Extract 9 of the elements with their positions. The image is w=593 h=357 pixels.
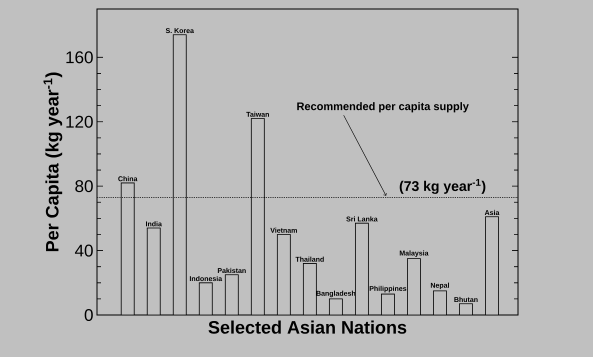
y-tick-label: 0 [84,308,93,322]
annotation: Recommended per capita supply [297,102,469,112]
y-axis-title: Per Capita (kg year$^{-1}$) [44,72,62,252]
y-tick-label: 160 [66,51,93,64]
y-tick-label: 40 [74,244,93,257]
ref-line-label: (73 kg year$^{-1}$) [400,178,486,194]
y-tick-label: 120 [66,116,93,128]
x-axis-title: Selected Asian Nations [208,320,406,334]
y-tick-label: 80 [75,180,93,192]
